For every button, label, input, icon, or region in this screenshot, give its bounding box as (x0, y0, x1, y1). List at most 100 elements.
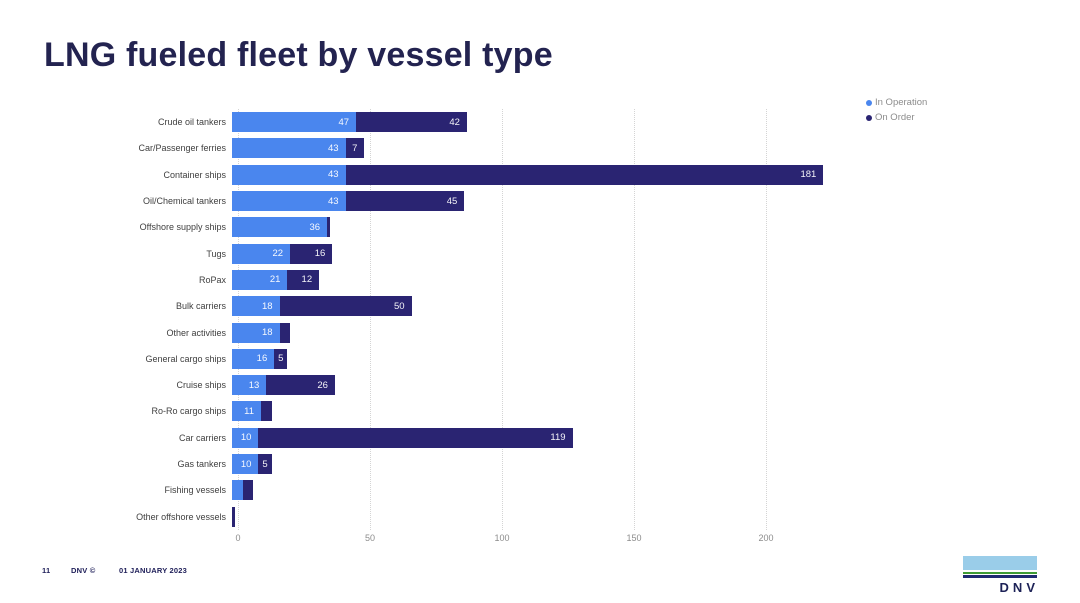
bar-value-label: 42 (449, 116, 460, 128)
bar-track: 11 (232, 401, 272, 422)
dnv-logo: DNV (963, 556, 1037, 595)
chart-row: Car/Passenger ferries 43 7 (44, 135, 823, 161)
bar-segment-on-order: 26 (266, 375, 335, 396)
bar-segment-in-operation: 21 (232, 269, 288, 290)
chart-row: Fishing vessels (44, 477, 823, 503)
bar-segment-in-operation: 47 (232, 112, 357, 133)
category-label: Crude oil tankers (157, 117, 226, 128)
bar-value-label: 5 (278, 353, 284, 365)
chart-row: Oil/Chemical tankers 43 45 (44, 188, 823, 214)
bar-value-label: 22 (272, 248, 284, 260)
logo-wordmark: DNV (999, 580, 1039, 595)
chart-row: Tugs 22 16 (44, 240, 823, 266)
chart-row: Car carriers 10 119 (44, 425, 823, 451)
legend-item-in-operation: In Operation (866, 97, 927, 108)
bar-track: 43 45 (232, 191, 465, 212)
legend-dot-icon (866, 114, 872, 121)
category-label: Other offshore vessels (136, 511, 226, 522)
gridline (634, 109, 635, 530)
bar-segment-on-order: 12 (287, 269, 320, 290)
gridlines (238, 109, 854, 530)
bar-segment-in-operation: 11 (232, 401, 262, 422)
bar-value-label: 16 (256, 353, 268, 365)
x-axis-tick-label: 50 (364, 533, 376, 543)
bar-segment-on-order: 7 (345, 138, 364, 159)
legend-dot-icon (866, 99, 872, 106)
bar-track (232, 506, 235, 527)
bar-segment-in-operation: 43 (232, 138, 346, 159)
logo-navy-line (963, 575, 1037, 578)
bar-segment-on-order (232, 506, 235, 527)
category-label: Container ships (163, 169, 226, 180)
bar-track: 10 5 (232, 454, 272, 474)
legend: In Operation On Order (866, 97, 927, 127)
chart-row: General cargo ships 16 5 (44, 346, 823, 372)
category-label: Gas tankers (177, 459, 226, 469)
bar-value-label: 43 (327, 195, 339, 207)
bar-value-label: 11 (244, 405, 255, 417)
logo-green-line (963, 572, 1037, 574)
x-axis-tick-label: 0 (235, 533, 241, 543)
category-label: Ro-Ro cargo ships (151, 406, 226, 417)
x-axis-tick-label: 200 (758, 533, 774, 543)
category-label: Car/Passenger ferries (138, 143, 226, 154)
bar-track: 18 50 (232, 296, 412, 317)
category-label: Car carriers (178, 432, 226, 443)
page-title: LNG fueled fleet by vessel type (44, 36, 553, 74)
x-axis-tick-label: 150 (626, 533, 642, 543)
category-label: Fishing vessels (164, 485, 226, 496)
bar-segment-in-operation: 18 (232, 322, 280, 343)
bar-segment-in-operation: 18 (232, 296, 280, 317)
bar-segment-in-operation: 10 (232, 454, 259, 474)
bar-value-label: 43 (327, 142, 339, 154)
bar-track: 43 7 (232, 138, 364, 159)
bar-track: 22 16 (232, 243, 333, 264)
category-label: Offshore supply ships (139, 222, 226, 233)
bar-value-label: 18 (261, 327, 273, 339)
bar-segment-in-operation: 22 (232, 243, 291, 264)
category-label: Other activities (166, 327, 226, 338)
bar-segment-on-order: 181 (345, 164, 824, 185)
footer-page-number: 11 (42, 566, 51, 575)
category-label: Bulk carriers (175, 301, 226, 312)
bar-track (232, 480, 254, 501)
bar-track: 21 12 (232, 269, 320, 290)
legend-item-on-order: On Order (866, 112, 927, 123)
gridline (370, 109, 371, 530)
bar-value-label: 45 (446, 195, 458, 207)
bar-segment-on-order (242, 480, 254, 501)
chart-row: Other offshore vessels (44, 503, 823, 529)
category-label: General cargo ships (145, 353, 226, 364)
bar-segment-in-operation: 13 (232, 375, 267, 396)
bar-track: 18 (232, 322, 291, 343)
chart-row: Cruise ships 13 26 (44, 372, 823, 398)
x-axis: 0 50 100 150 200 (235, 533, 854, 547)
bar-segment-on-order: 50 (279, 296, 412, 317)
bar-value-label: 7 (352, 142, 358, 154)
bar-value-label: 43 (327, 169, 339, 181)
gridline (502, 109, 503, 530)
bar-segment-on-order: 119 (258, 427, 573, 448)
bar-track: 10 119 (232, 427, 573, 448)
category-label: Oil/Chemical tankers (142, 196, 226, 207)
bar-segment-in-operation: 10 (232, 427, 259, 448)
category-label: Tugs (206, 248, 226, 259)
bar-value-label: 50 (393, 300, 405, 312)
bar-value-label: 21 (269, 274, 281, 286)
chart-row: RoPax 21 12 (44, 267, 823, 293)
bar-value-label: 10 (240, 458, 252, 470)
bar-track: 13 26 (232, 375, 335, 396)
chart-row: Offshore supply ships 36 (44, 214, 823, 240)
category-label: Cruise ships (176, 380, 226, 391)
bar-segment-in-operation: 43 (232, 164, 346, 185)
chart-row: Ro-Ro cargo ships 11 (44, 398, 823, 424)
bar-segment-on-order: 45 (345, 191, 465, 212)
bar-value-label: 36 (309, 221, 321, 233)
bar-value-label: 18 (261, 300, 273, 312)
chart-rows: Crude oil tankers 47 42 Car/Passenger ferri… (44, 109, 824, 530)
chart-row: Gas tankers 10 5 (44, 451, 823, 477)
bar-track: 47 42 (232, 112, 467, 133)
bar-segment-on-order (327, 217, 330, 238)
chart-row: Crude oil tankers 47 42 (44, 109, 823, 135)
